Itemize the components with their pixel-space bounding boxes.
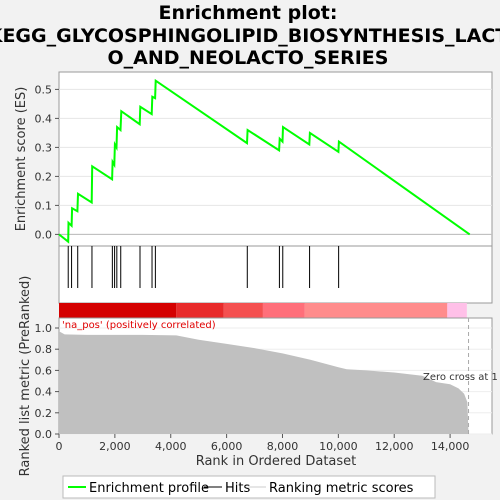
heat-band xyxy=(176,303,224,318)
es-y-tick-label: 0.0 xyxy=(35,228,53,241)
es-y-tick-label: 0.1 xyxy=(35,199,53,212)
x-axis-label: Rank in Ordered Dataset xyxy=(196,454,357,469)
heat-band xyxy=(59,303,177,318)
x-tick-label: 10,000 xyxy=(319,440,358,453)
es-y-axis-label: Enrichment score (ES) xyxy=(14,87,29,232)
x-tick-label: 14,000 xyxy=(431,440,470,453)
chart-title-line-1: Enrichment plot: xyxy=(159,2,338,24)
es-y-tick-label: 0.4 xyxy=(35,112,53,125)
metric-y-axis-label: Ranked list metric (PreRanked) xyxy=(18,276,33,477)
heat-band xyxy=(223,303,263,318)
legend-hits-label: Hits xyxy=(225,481,250,496)
chart-title-line-3: O_AND_NEOLACTO_SERIES xyxy=(108,47,389,69)
legend-metric-label: Ranking metric scores xyxy=(269,481,414,496)
metric-y-tick-label: 0.4 xyxy=(35,386,53,399)
hits-ticks xyxy=(67,246,340,288)
chart-title-line-2: KEGG_GLYCOSPHINGOLIPID_BIOSYNTHESIS_LACT xyxy=(0,25,500,47)
heat-band xyxy=(447,303,467,318)
metric-y-tick-label: 0.0 xyxy=(35,428,53,441)
heat-band xyxy=(262,303,305,318)
metric-y-tick-label: 0.2 xyxy=(35,407,53,420)
positive-correlation-label: 'na_pos' (positively correlated) xyxy=(62,320,216,331)
x-tick-label: 6,000 xyxy=(211,440,243,453)
enrichment-profile-line xyxy=(58,78,471,244)
es-y-tick-label: 0.2 xyxy=(35,170,53,183)
x-ticks: 0 2,000 4,000 6,000 8,000 10,000 12,000 14,000 xyxy=(56,434,470,453)
hits-panel-frame xyxy=(58,245,493,304)
metric-y-tick-label: 0.6 xyxy=(35,364,53,377)
es-y-ticks: 0.0 0.1 0.2 0.3 0.4 0.5 xyxy=(35,83,59,241)
es-y-tick-label: 0.5 xyxy=(35,83,53,96)
x-tick-label: 0 xyxy=(56,440,63,453)
es-panel-frame xyxy=(58,71,493,247)
x-tick-label: 2,000 xyxy=(99,440,131,453)
x-tick-label: 12,000 xyxy=(375,440,414,453)
metric-y-ticks: 0.0 0.2 0.4 0.6 0.8 1.0 xyxy=(35,322,59,441)
ranking-metric-area xyxy=(59,331,469,434)
rank-heat-bar xyxy=(59,303,467,318)
legend-enrichment-label: Enrichment profile xyxy=(89,481,209,496)
es-y-tick-label: 0.3 xyxy=(35,141,53,154)
metric-y-tick-label: 1.0 xyxy=(35,322,53,335)
x-tick-label: 4,000 xyxy=(155,440,187,453)
metric-y-tick-label: 0.8 xyxy=(35,343,53,356)
zero-cross-label: Zero cross at 1 xyxy=(423,372,498,383)
x-tick-label: 8,000 xyxy=(267,440,299,453)
heat-band xyxy=(304,303,448,318)
